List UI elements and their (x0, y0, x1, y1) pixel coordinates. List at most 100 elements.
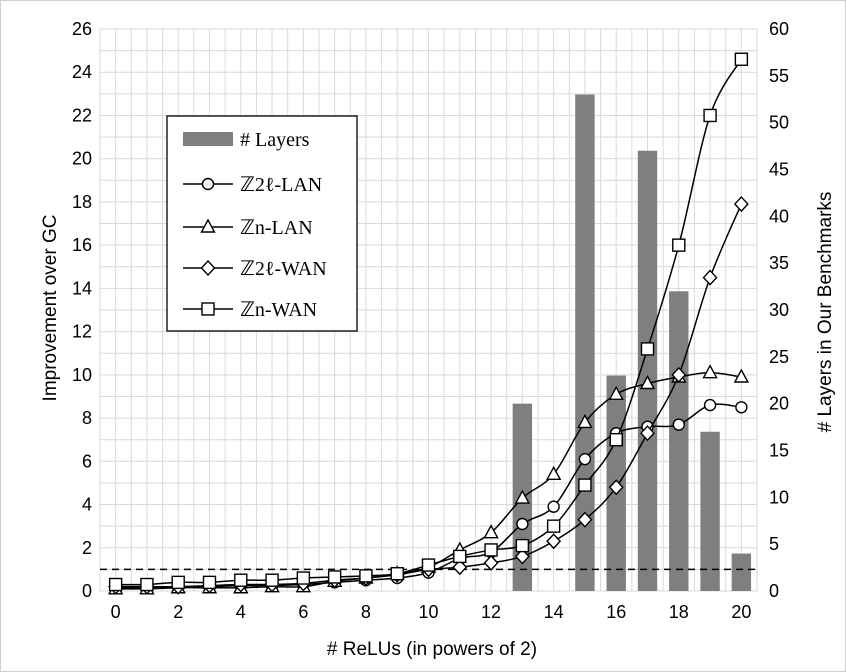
data-point-square (296, 571, 311, 585)
data-point-diamond (733, 196, 749, 213)
data-point-square (453, 549, 467, 564)
y-tick-label: 24 (72, 62, 92, 82)
data-point-diamond (640, 425, 655, 442)
data-point-square (515, 538, 530, 553)
legend-label: # Layers (240, 129, 310, 151)
x-tick-label: 0 (111, 602, 121, 622)
data-point-square (359, 569, 373, 583)
y-tick-label: 20 (72, 149, 92, 169)
x-tick-label: 12 (481, 602, 501, 622)
x-tick-label: 18 (669, 602, 689, 622)
data-point-triangle (733, 368, 750, 383)
y-tick-label: 10 (72, 365, 92, 385)
x-tick-label: 4 (236, 602, 246, 622)
data-point-square (327, 570, 342, 584)
bar-layers (669, 291, 689, 591)
legend: # Layers ℤ2ℓ-LAN ℤn-LAN ℤ2ℓ-WAN ℤn-WAN (166, 115, 358, 332)
data-point-square (108, 577, 123, 592)
data-point-square (265, 573, 279, 587)
y2-tick-label: 25 (769, 347, 789, 367)
x-tick-label: 20 (731, 602, 751, 622)
y2-tick-label: 15 (769, 441, 789, 461)
y2-tick-label: 40 (769, 206, 789, 226)
data-point-triangle (483, 524, 499, 539)
line-series (107, 52, 750, 595)
data-point-square (609, 432, 623, 447)
y-tick-label: 8 (82, 408, 92, 428)
bar-layers (731, 553, 752, 591)
legend-label: ℤ2ℓ-LAN (240, 174, 322, 196)
y2-tick-label: 60 (769, 19, 789, 39)
legend-marker-circle (201, 177, 215, 191)
y2-tick-label: 45 (769, 160, 789, 180)
data-point-square (546, 519, 561, 533)
y2-axis-title: # Layers in Our Benchmarks (815, 192, 836, 433)
y-tick-label: 14 (72, 278, 92, 298)
y-tick-label: 6 (82, 451, 92, 471)
data-point-square (390, 567, 404, 581)
plot-area (99, 28, 758, 592)
x-tick-label: 14 (544, 602, 564, 622)
data-point-circle (735, 401, 748, 414)
y2-tick-label: 55 (769, 66, 789, 86)
y2-tick-label: 0 (769, 581, 779, 601)
y2-tick-label: 30 (769, 300, 789, 320)
y-tick-label: 16 (72, 235, 92, 255)
data-point-square (421, 558, 436, 572)
data-point-circle (547, 500, 560, 513)
legend-label: ℤn-WAN (240, 299, 317, 321)
data-point-square (140, 577, 154, 592)
data-point-circle (703, 398, 717, 412)
y-tick-label: 12 (72, 322, 92, 342)
y2-tick-label: 10 (769, 487, 789, 507)
data-point-circle (516, 517, 529, 531)
x-axis-title: # ReLUs (in powers of 2) (327, 639, 537, 660)
data-point-circle (672, 418, 685, 431)
data-point-triangle (514, 489, 531, 504)
data-point-diamond (577, 511, 593, 528)
y-tick-label: 0 (82, 581, 92, 601)
legend-label: ℤ2ℓ-WAN (240, 258, 327, 280)
y2-tick-label: 35 (769, 253, 789, 273)
y-tick-label: 22 (72, 105, 92, 125)
data-point-square (640, 342, 655, 356)
bar-layers (637, 150, 658, 591)
y-tick-label: 18 (72, 192, 92, 212)
tick-labels: 0 2 4 6 8 10 12 14 16 18 2002468101214161820222426… (72, 19, 789, 622)
data-point-square (578, 478, 592, 492)
data-point-diamond (514, 548, 530, 565)
data-point-diamond (483, 554, 499, 571)
legend-marker-diamond (200, 259, 216, 277)
legend-label: ℤn-LAN (240, 217, 313, 239)
x-tick-label: 16 (606, 602, 626, 622)
data-point-square (171, 575, 185, 590)
data-point-square (234, 573, 248, 587)
data-point-diamond (546, 533, 562, 550)
data-point-circle (578, 452, 592, 466)
legend-swatch-layers (183, 132, 233, 146)
legend-marker-square (201, 302, 215, 316)
data-point-triangle (545, 465, 562, 480)
y-axis-title: Improvement over GC (40, 215, 61, 402)
data-point-square (734, 52, 749, 66)
data-point-diamond (608, 479, 624, 496)
data-point-triangle (639, 375, 656, 390)
legend-box (166, 115, 358, 332)
data-point-triangle (702, 364, 718, 379)
bar-layers (700, 431, 720, 591)
data-point-triangle (608, 385, 624, 400)
data-point-square (484, 543, 498, 557)
legend-marker-triangle (200, 218, 216, 233)
y2-tick-label: 20 (769, 394, 789, 414)
data-point-diamond (452, 559, 468, 576)
data-point-diamond (671, 366, 687, 383)
data-point-square (703, 108, 717, 123)
y-tick-label: 26 (72, 19, 92, 39)
data-point-triangle (577, 413, 593, 429)
data-point-diamond (702, 269, 718, 286)
data-point-square (672, 238, 686, 252)
x-tick-label: 10 (418, 602, 438, 622)
series-line (115, 58, 743, 586)
y-tick-label: 2 (82, 538, 92, 558)
